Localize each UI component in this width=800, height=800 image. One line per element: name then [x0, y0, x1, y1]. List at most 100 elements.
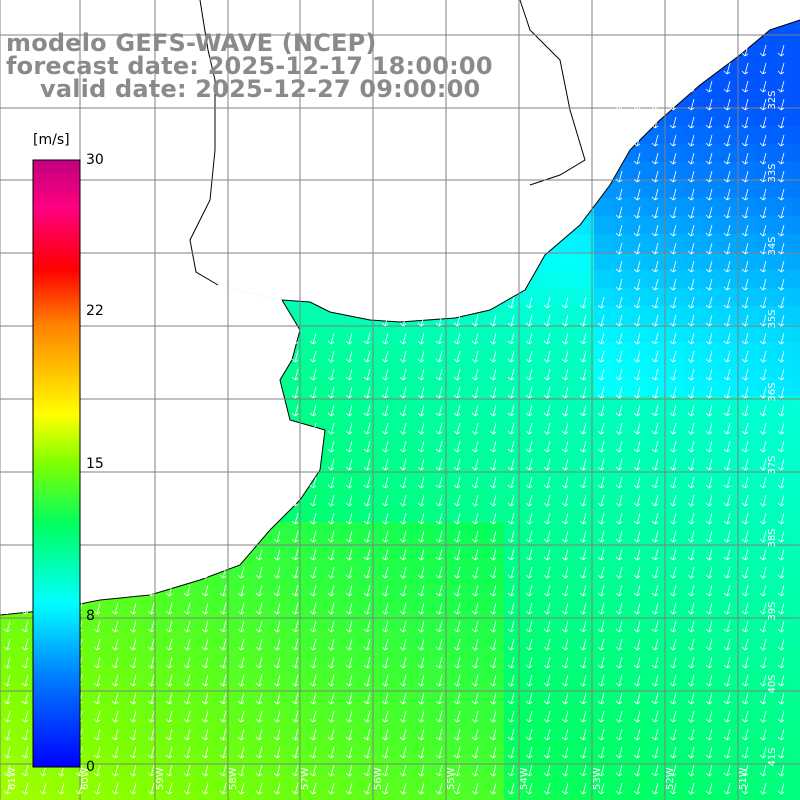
- wind-cell: [774, 504, 793, 523]
- wind-arrow: [525, 674, 533, 687]
- wind-cell: [126, 774, 145, 793]
- wind-cell: [558, 486, 577, 505]
- wind-cell: [576, 468, 595, 487]
- wind-cell: [792, 612, 800, 631]
- wind-cell: [468, 522, 487, 541]
- wind-cell: [540, 666, 559, 685]
- wind-cell: [270, 576, 289, 595]
- wind-cell: [738, 288, 757, 307]
- wind-arrow: [417, 584, 425, 597]
- wind-cell: [576, 450, 595, 469]
- wind-arrow: [129, 746, 137, 759]
- wind-cell: [378, 612, 397, 631]
- wind-cell: [414, 540, 433, 559]
- wind-cell: [360, 612, 379, 631]
- wind-arrow: [399, 314, 407, 327]
- wind-cell: [306, 306, 325, 325]
- wind-cell: [738, 234, 757, 253]
- wind-cell: [774, 594, 793, 613]
- wind-arrow: [219, 566, 227, 579]
- wind-arrow: [741, 44, 749, 57]
- wind-cell: [648, 720, 667, 739]
- wind-arrow: [741, 404, 749, 417]
- wind-cell: [702, 594, 721, 613]
- wind-arrow: [129, 764, 137, 777]
- wind-cell: [342, 450, 361, 469]
- wind-arrow: [777, 602, 785, 615]
- wind-arrow: [327, 530, 335, 543]
- wind-cell: [774, 414, 793, 433]
- wind-arrow: [417, 566, 425, 579]
- wind-cell: [720, 486, 739, 505]
- wind-arrow: [597, 764, 605, 777]
- longitude-label: 56W: [373, 767, 384, 790]
- wind-arrow: [615, 206, 623, 219]
- wind-cell: [576, 432, 595, 451]
- wind-arrow: [597, 530, 605, 543]
- wind-arrow: [525, 494, 533, 507]
- wind-arrow: [183, 746, 191, 759]
- wind-cell: [792, 774, 800, 793]
- wind-arrow: [201, 746, 209, 759]
- wind-cell: [702, 252, 721, 271]
- wind-arrow: [381, 530, 389, 543]
- colorbar-tick-30: 30: [86, 152, 104, 168]
- wind-arrow: [705, 98, 713, 111]
- wind-cell: [270, 612, 289, 631]
- wind-arrow: [381, 368, 389, 381]
- wind-arrow: [741, 494, 749, 507]
- wind-cell: [594, 306, 613, 325]
- wind-cell: [594, 666, 613, 685]
- wind-cell: [450, 648, 469, 667]
- wind-arrow: [309, 620, 317, 633]
- wind-cell: [666, 126, 685, 145]
- wind-arrow: [291, 728, 299, 741]
- wind-cell: [306, 558, 325, 577]
- wind-arrow: [543, 476, 551, 489]
- wind-arrow: [741, 350, 749, 363]
- wind-arrow: [777, 638, 785, 651]
- wind-cell: [288, 360, 307, 379]
- wind-cell: [126, 648, 145, 667]
- wind-arrow: [381, 314, 389, 327]
- wind-arrow: [651, 548, 659, 561]
- wind-cell: [90, 666, 109, 685]
- wind-arrow: [651, 44, 659, 57]
- wind-arrow: [741, 134, 749, 147]
- wind-cell: [756, 144, 775, 163]
- wind-cell: [396, 504, 415, 523]
- wind-arrow: [327, 602, 335, 615]
- wind-arrow: [525, 404, 533, 417]
- wind-arrow: [669, 620, 677, 633]
- wind-cell: [684, 612, 703, 631]
- wind-arrow: [453, 386, 461, 399]
- wind-cell: [756, 684, 775, 703]
- wind-cell: [594, 486, 613, 505]
- wind-cell: [702, 180, 721, 199]
- wind-cell: [738, 540, 757, 559]
- wind-cell: [450, 558, 469, 577]
- wind-arrow: [633, 638, 641, 651]
- wind-cell: [738, 702, 757, 721]
- wind-cell: [774, 144, 793, 163]
- wind-cell: [792, 540, 800, 559]
- wind-cell: [468, 648, 487, 667]
- wind-arrow: [363, 692, 371, 705]
- wind-cell: [270, 738, 289, 757]
- wind-arrow: [705, 530, 713, 543]
- wind-arrow: [39, 782, 47, 795]
- wind-cell: [378, 522, 397, 541]
- wind-cell: [594, 288, 613, 307]
- wind-cell: [720, 648, 739, 667]
- wind-cell: [198, 756, 217, 775]
- wind-arrow: [291, 782, 299, 795]
- wind-arrow: [381, 494, 389, 507]
- wind-cell: [684, 774, 703, 793]
- wind-cell: [432, 378, 451, 397]
- wind-arrow: [597, 692, 605, 705]
- wind-arrow: [165, 656, 173, 669]
- wind-cell: [216, 756, 235, 775]
- wind-arrow: [669, 296, 677, 309]
- wind-cell: [702, 648, 721, 667]
- wind-cell: [756, 792, 775, 800]
